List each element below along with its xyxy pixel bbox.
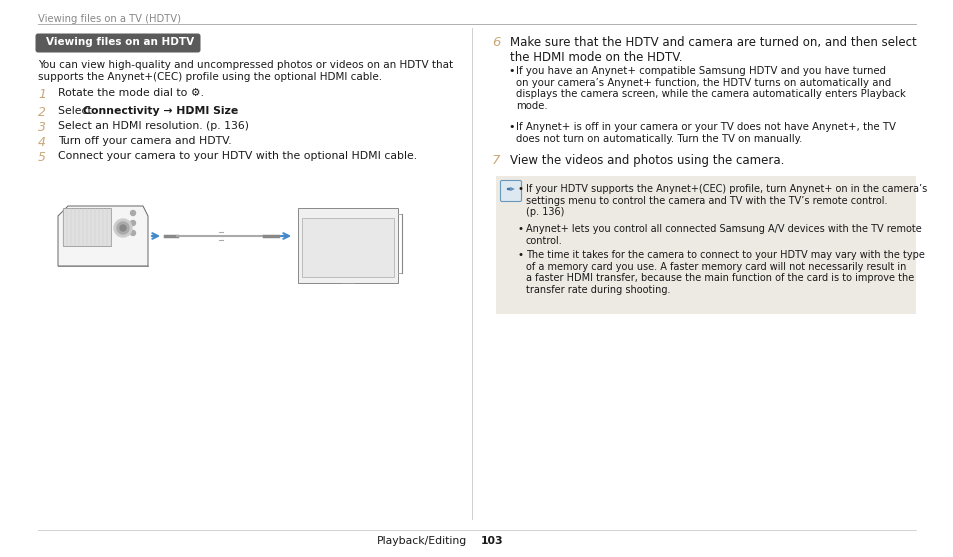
Text: If Anynet+ is off in your camera or your TV does not have Anynet+, the TV
does n: If Anynet+ is off in your camera or your… xyxy=(516,122,895,144)
Text: 4: 4 xyxy=(38,136,46,149)
Circle shape xyxy=(131,211,135,216)
Text: Rotate the mode dial to ⚙.: Rotate the mode dial to ⚙. xyxy=(58,88,204,98)
Text: •: • xyxy=(517,224,523,234)
Text: •: • xyxy=(517,184,523,194)
Text: Anynet+ lets you control all connected Samsung A/V devices with the TV remote
co: Anynet+ lets you control all connected S… xyxy=(525,224,921,246)
Text: Playback/Editing: Playback/Editing xyxy=(376,536,467,546)
Text: If your HDTV supports the Anynet+(CEC) profile, turn Anynet+ on in the camera’s
: If your HDTV supports the Anynet+(CEC) p… xyxy=(525,184,926,217)
Text: 7: 7 xyxy=(492,154,500,167)
Circle shape xyxy=(131,221,135,226)
Text: Select: Select xyxy=(58,106,95,116)
Circle shape xyxy=(113,219,132,237)
Text: •: • xyxy=(507,66,514,76)
Bar xyxy=(63,208,111,246)
FancyBboxPatch shape xyxy=(500,180,521,202)
FancyBboxPatch shape xyxy=(496,176,915,314)
Circle shape xyxy=(120,225,126,231)
Text: •: • xyxy=(517,250,523,260)
Text: .: . xyxy=(188,106,193,116)
Text: You can view high-quality and uncompressed photos or videos on an HDTV that
supp: You can view high-quality and uncompress… xyxy=(38,60,453,81)
Text: 6: 6 xyxy=(492,36,500,49)
Text: 1: 1 xyxy=(38,88,46,101)
FancyBboxPatch shape xyxy=(35,33,200,52)
Text: 2: 2 xyxy=(38,106,46,119)
Text: Connectivity → HDMI Size: Connectivity → HDMI Size xyxy=(83,106,238,116)
Circle shape xyxy=(117,222,129,234)
Bar xyxy=(297,208,397,283)
Text: 103: 103 xyxy=(480,536,503,546)
Text: Select an HDMI resolution. (p. 136): Select an HDMI resolution. (p. 136) xyxy=(58,121,249,131)
Text: If you have an Anynet+ compatible Samsung HDTV and you have turned
on your camer: If you have an Anynet+ compatible Samsun… xyxy=(516,66,905,111)
Text: •: • xyxy=(507,122,514,132)
Text: The time it takes for the camera to connect to your HDTV may vary with the type
: The time it takes for the camera to conn… xyxy=(525,250,923,295)
Circle shape xyxy=(131,231,135,236)
Polygon shape xyxy=(58,206,148,266)
Text: 3: 3 xyxy=(38,121,46,134)
Text: View the videos and photos using the camera.: View the videos and photos using the cam… xyxy=(510,154,783,167)
Text: Make sure that the HDTV and camera are turned on, and then select
the HDMI mode : Make sure that the HDTV and camera are t… xyxy=(510,36,916,64)
Text: Viewing files on an HDTV: Viewing files on an HDTV xyxy=(46,37,193,47)
Text: Viewing files on a TV (HDTV): Viewing files on a TV (HDTV) xyxy=(38,14,181,24)
Bar xyxy=(302,218,394,277)
Text: Connect your camera to your HDTV with the optional HDMI cable.: Connect your camera to your HDTV with th… xyxy=(58,151,416,161)
Text: 5: 5 xyxy=(38,151,46,164)
Text: ✒: ✒ xyxy=(504,185,514,195)
Text: Turn off your camera and HDTV.: Turn off your camera and HDTV. xyxy=(58,136,232,146)
